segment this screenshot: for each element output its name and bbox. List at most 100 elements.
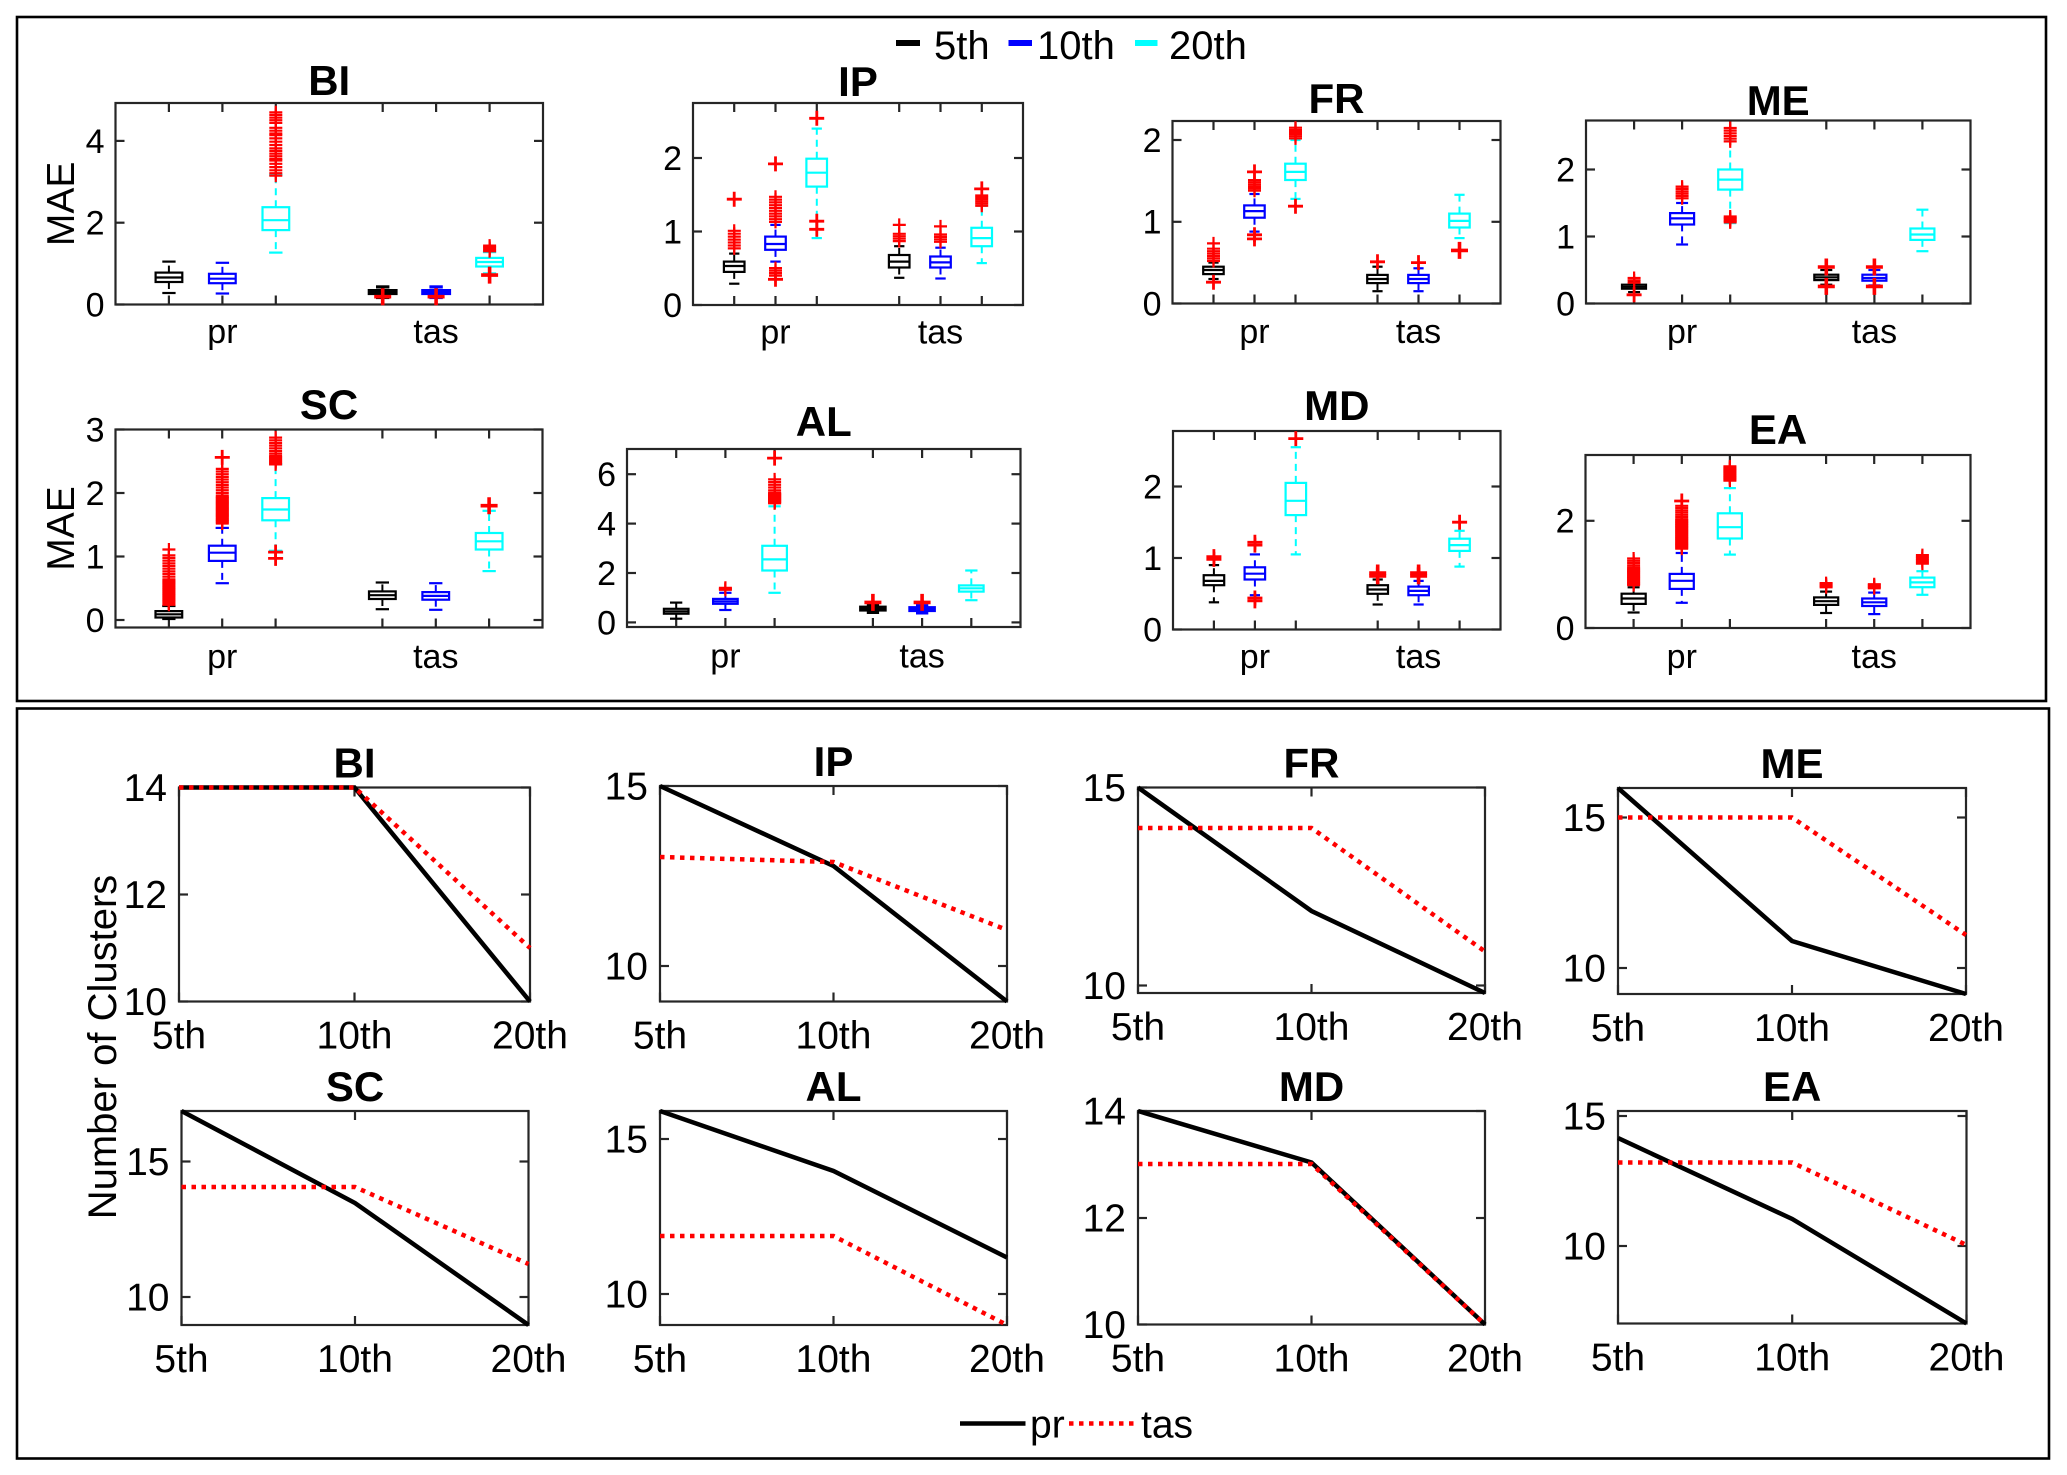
svg-text:20th: 20th <box>969 1015 1045 1058</box>
svg-text:20th: 20th <box>1928 1007 2004 1050</box>
svg-text:1: 1 <box>1556 218 1575 256</box>
svg-text:10th: 10th <box>1754 1337 1830 1380</box>
svg-text:10th: 10th <box>1037 24 1115 68</box>
svg-text:FR: FR <box>1284 740 1340 787</box>
svg-text:14: 14 <box>124 767 167 810</box>
svg-text:6: 6 <box>597 456 616 494</box>
svg-text:pr: pr <box>1030 1404 1065 1447</box>
svg-text:12: 12 <box>1083 1198 1126 1241</box>
svg-text:14: 14 <box>1083 1091 1126 1134</box>
svg-text:tas: tas <box>413 638 458 676</box>
svg-text:ME: ME <box>1747 77 1810 124</box>
svg-text:10: 10 <box>124 981 167 1024</box>
svg-text:10th: 10th <box>317 1338 393 1381</box>
svg-text:SC: SC <box>326 1063 384 1110</box>
svg-text:10: 10 <box>1083 965 1126 1008</box>
svg-text:tas: tas <box>899 638 944 676</box>
svg-text:10th: 10th <box>317 1015 393 1058</box>
svg-text:20th: 20th <box>492 1015 568 1058</box>
svg-text:pr: pr <box>760 314 790 352</box>
svg-text:pr: pr <box>1667 638 1697 676</box>
svg-text:2: 2 <box>1143 468 1162 506</box>
svg-text:0: 0 <box>1556 610 1575 648</box>
svg-text:0: 0 <box>1556 285 1575 323</box>
svg-text:10: 10 <box>1563 1226 1606 1269</box>
svg-text:10th: 10th <box>1274 1006 1350 1049</box>
svg-text:5th: 5th <box>1591 1337 1645 1380</box>
svg-text:SC: SC <box>300 381 358 428</box>
svg-text:FR: FR <box>1309 75 1365 122</box>
svg-text:pr: pr <box>207 638 237 676</box>
svg-text:tas: tas <box>1141 1404 1193 1447</box>
svg-text:4: 4 <box>86 123 105 161</box>
svg-text:5th: 5th <box>633 1015 687 1058</box>
svg-text:EA: EA <box>1749 406 1807 453</box>
svg-text:0: 0 <box>663 287 682 325</box>
svg-text:MD: MD <box>1279 1063 1344 1110</box>
svg-text:3: 3 <box>86 411 105 449</box>
svg-text:10th: 10th <box>796 1015 872 1058</box>
svg-text:10: 10 <box>605 946 648 989</box>
svg-text:1: 1 <box>663 213 682 251</box>
svg-text:20th: 20th <box>969 1338 1045 1381</box>
svg-text:pr: pr <box>1239 313 1269 351</box>
svg-text:1: 1 <box>86 538 105 576</box>
svg-text:20th: 20th <box>1929 1337 2005 1380</box>
svg-text:tas: tas <box>1396 638 1441 676</box>
svg-text:AL: AL <box>806 1063 862 1110</box>
svg-text:10th: 10th <box>1754 1007 1830 1050</box>
svg-text:MAE: MAE <box>40 486 83 571</box>
svg-text:AL: AL <box>796 398 852 445</box>
svg-text:10th: 10th <box>796 1338 872 1381</box>
svg-text:tas: tas <box>918 314 963 352</box>
svg-text:Number of Clusters: Number of Clusters <box>81 875 125 1220</box>
svg-text:1: 1 <box>1143 540 1162 578</box>
svg-text:12: 12 <box>124 874 167 917</box>
svg-text:15: 15 <box>605 766 648 809</box>
svg-text:5th: 5th <box>633 1338 687 1381</box>
svg-text:10: 10 <box>605 1274 648 1317</box>
svg-text:1: 1 <box>1143 204 1162 242</box>
svg-text:IP: IP <box>814 738 854 785</box>
svg-text:15: 15 <box>1563 1096 1606 1139</box>
svg-text:MD: MD <box>1304 382 1369 429</box>
svg-text:0: 0 <box>86 286 105 324</box>
svg-text:5th: 5th <box>152 1015 206 1058</box>
svg-text:2: 2 <box>1143 122 1162 160</box>
svg-text:5th: 5th <box>1111 1338 1165 1381</box>
svg-text:15: 15 <box>126 1141 169 1184</box>
svg-text:BI: BI <box>334 740 376 787</box>
svg-text:pr: pr <box>710 638 740 676</box>
svg-text:10: 10 <box>1563 948 1606 991</box>
svg-text:tas: tas <box>1852 638 1897 676</box>
svg-text:0: 0 <box>1143 611 1162 649</box>
svg-text:20th: 20th <box>1447 1338 1523 1381</box>
svg-text:2: 2 <box>86 475 105 513</box>
svg-text:2: 2 <box>663 140 682 178</box>
svg-text:15: 15 <box>1083 767 1126 810</box>
svg-text:5th: 5th <box>934 24 990 68</box>
svg-text:5th: 5th <box>154 1338 208 1381</box>
svg-text:tas: tas <box>413 313 458 351</box>
svg-text:5th: 5th <box>1591 1007 1645 1050</box>
svg-text:5th: 5th <box>1111 1006 1165 1049</box>
svg-text:MAE: MAE <box>40 162 83 247</box>
svg-text:2: 2 <box>1556 151 1575 189</box>
svg-text:tas: tas <box>1852 313 1897 351</box>
svg-text:EA: EA <box>1763 1063 1821 1110</box>
svg-text:IP: IP <box>838 58 878 105</box>
svg-text:10: 10 <box>1083 1304 1126 1347</box>
svg-text:pr: pr <box>1240 638 1270 676</box>
svg-text:20th: 20th <box>1169 24 1247 68</box>
svg-text:4: 4 <box>597 506 616 544</box>
svg-text:2: 2 <box>1556 503 1575 541</box>
svg-text:20th: 20th <box>1447 1006 1523 1049</box>
svg-text:2: 2 <box>597 555 616 593</box>
svg-text:20th: 20th <box>491 1338 567 1381</box>
svg-text:ME: ME <box>1761 740 1824 787</box>
svg-text:0: 0 <box>1143 285 1162 323</box>
svg-text:10: 10 <box>126 1277 169 1320</box>
svg-text:15: 15 <box>1563 797 1606 840</box>
svg-text:2: 2 <box>86 205 105 243</box>
svg-text:0: 0 <box>597 604 616 642</box>
